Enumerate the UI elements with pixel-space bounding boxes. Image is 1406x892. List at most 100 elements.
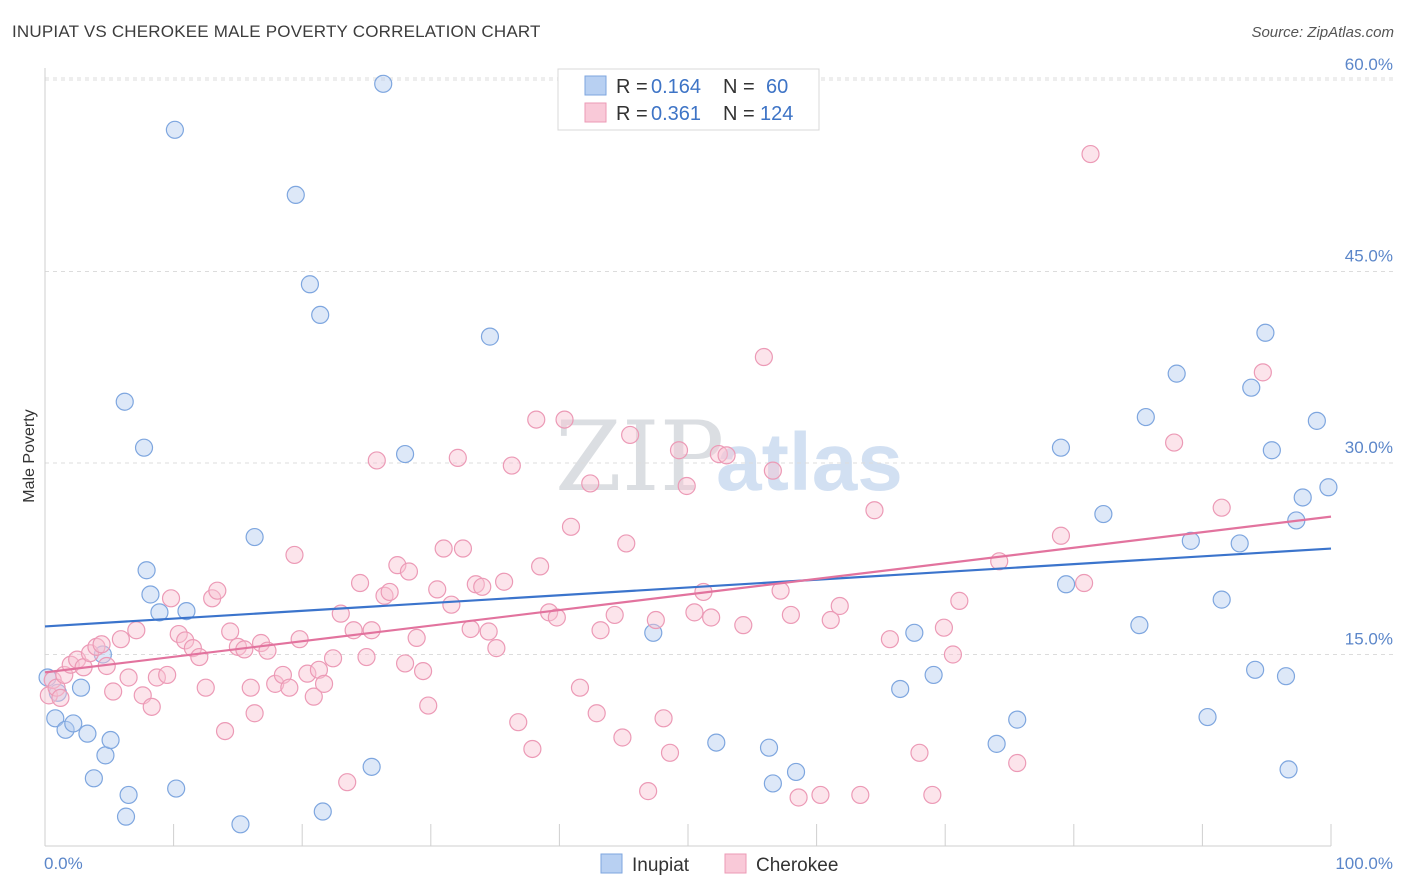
cherokee-point-12 <box>104 682 123 701</box>
trend-lines <box>44 515 1332 674</box>
inupiat-point-60 <box>1319 478 1338 497</box>
cherokee-point-82 <box>581 474 600 493</box>
cherokee-point-22 <box>176 631 195 650</box>
inupiat-point-49 <box>1212 590 1231 609</box>
inupiat-point-56 <box>1279 760 1298 779</box>
cherokee-point-14 <box>119 668 138 687</box>
cherokee-point-112 <box>910 743 929 762</box>
cherokee-point-39 <box>285 545 304 565</box>
inupiat-point-17 <box>150 603 169 622</box>
inupiat-trend-line <box>44 547 1332 628</box>
inupiat-point-34 <box>763 774 782 793</box>
cherokee-point-104 <box>781 605 800 625</box>
inupiat-point-45 <box>1136 407 1155 427</box>
legend-r-value-2: 0.361 <box>651 103 701 125</box>
inupiat-point-58 <box>1293 488 1312 507</box>
y-tick-label-0: 15.0% <box>1345 630 1393 649</box>
cherokee-point-105 <box>789 788 808 807</box>
gridlines <box>45 77 1395 655</box>
cherokee-point-79 <box>555 410 574 429</box>
cherokee-point-107 <box>821 610 840 630</box>
cherokee-point-23 <box>183 639 202 658</box>
inupiat-point-37 <box>905 623 924 642</box>
cherokee-point-69 <box>479 622 498 641</box>
cherokee-point-38 <box>280 678 299 697</box>
inupiat-point-13 <box>119 785 138 805</box>
cherokee-point-9 <box>87 637 106 656</box>
legend-r-label-2: R = <box>616 103 648 125</box>
cherokee-trend-line <box>44 515 1332 674</box>
cherokee-point-84 <box>591 621 610 640</box>
cherokee-point-121 <box>1081 144 1100 164</box>
bottom-legend: Inupiat Cherokee <box>600 853 838 876</box>
inupiat-point-21 <box>231 815 250 834</box>
cherokee-point-81 <box>570 678 590 697</box>
inupiat-point-25 <box>311 305 330 325</box>
cherokee-point-41 <box>298 664 317 683</box>
legend-n-label-1: N = <box>723 76 755 98</box>
x-tick-label-0: 0.0% <box>44 854 83 873</box>
cherokee-point-111 <box>880 630 900 649</box>
inupiat-point-20 <box>177 601 196 621</box>
cherokee-point-89 <box>639 782 658 801</box>
bottom-legend-cherokee: Cherokee <box>756 855 838 876</box>
cherokee-point-28 <box>215 721 235 741</box>
axes <box>44 68 1332 847</box>
inupiat-point-5 <box>71 678 91 697</box>
cherokee-point-114 <box>934 618 954 637</box>
cherokee-point-90 <box>646 610 665 630</box>
cherokee-point-97 <box>702 608 721 627</box>
cherokee-point-66 <box>461 619 480 639</box>
inupiat-point-26 <box>313 802 332 821</box>
cherokee-point-101 <box>754 347 773 367</box>
cherokee-point-60 <box>419 696 438 715</box>
legend-r-label-1: R = <box>616 76 648 98</box>
cherokee-point-10 <box>92 635 111 654</box>
cherokee-point-58 <box>407 628 426 648</box>
inupiat-point-46 <box>1167 364 1186 383</box>
cherokee-point-51 <box>362 621 381 640</box>
x-tick-label-1: 100.0% <box>1335 854 1393 873</box>
inupiat-point-11 <box>116 807 136 826</box>
cherokee-point-102 <box>763 461 782 480</box>
legend-n-value-1: 60 <box>766 76 788 98</box>
cherokee-point-55 <box>388 556 407 575</box>
inupiat-point-59 <box>1307 411 1326 430</box>
cherokee-point-45 <box>323 649 343 668</box>
inupiat-point-10 <box>101 730 120 750</box>
y-tick-label-2: 45.0% <box>1345 247 1393 266</box>
cherokee-point-118 <box>1008 753 1027 773</box>
inupiat-point-43 <box>1094 504 1113 524</box>
legend-swatch-cherokee <box>584 102 607 123</box>
bottom-legend-inupiat: Inupiat <box>632 855 690 876</box>
inupiat-point-15 <box>137 561 156 580</box>
inupiat-point-16 <box>141 585 160 604</box>
inupiat-point-35 <box>786 762 806 782</box>
cherokee-point-108 <box>830 596 849 616</box>
cherokee-point-56 <box>395 654 415 673</box>
y-tick-labels: 15.0% 30.0% 45.0% 60.0% <box>1345 55 1393 649</box>
inupiat-point-18 <box>165 120 184 139</box>
cherokee-point-85 <box>605 605 624 625</box>
cherokee-point-91 <box>654 709 673 728</box>
cherokee-point-80 <box>561 517 581 536</box>
y-tick-label-1: 30.0% <box>1345 438 1393 457</box>
inupiat-point-50 <box>1230 534 1249 553</box>
cherokee-point-123 <box>1212 498 1231 517</box>
bottom-legend-swatch-cherokee <box>724 853 747 874</box>
y-axis-title: Male Poverty <box>21 409 38 502</box>
inupiat-point-44 <box>1130 616 1149 635</box>
cherokee-point-71 <box>495 572 514 591</box>
inupiat-point-14 <box>134 438 154 457</box>
cherokee-point-76 <box>531 557 550 576</box>
cherokee-point-61 <box>428 580 447 599</box>
cherokee-point-13 <box>111 630 130 649</box>
cherokee-point-110 <box>865 501 884 520</box>
y-tick-label-3: 60.0% <box>1345 55 1393 74</box>
inupiat-point-22 <box>245 527 264 547</box>
cherokee-point-40 <box>290 630 309 649</box>
inupiat-point-54 <box>1262 441 1281 460</box>
inupiat-point-41 <box>1051 438 1071 457</box>
cherokee-point-33 <box>245 704 264 723</box>
